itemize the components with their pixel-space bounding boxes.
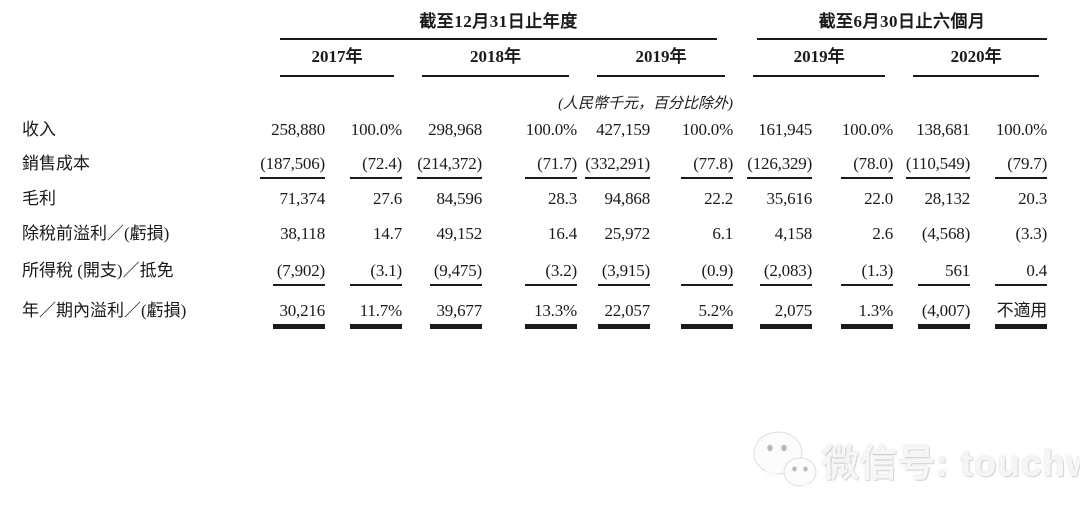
table-cell: 561 xyxy=(918,261,970,286)
table-cell: (187,506) xyxy=(260,154,325,179)
table-cell: 71,374 xyxy=(279,189,325,208)
wechat-icon xyxy=(753,431,817,490)
table-cell: 100.0% xyxy=(525,120,577,139)
period-group-interim: 截至6月30日止六個月 xyxy=(757,7,1048,40)
table-cell: 2,075 xyxy=(760,301,812,329)
row-label-income-tax: 所得稅 (開支)／抵免 xyxy=(22,261,174,280)
table-cell: 2.6 xyxy=(872,224,894,243)
row-label-cost-of-sales: 銷售成本 xyxy=(22,154,90,173)
table-row-profit-before-tax: 除稅前溢利／(虧損) 38,118 14.7 49,152 16.4 25,97… xyxy=(0,210,1047,244)
table-cell: (3.3) xyxy=(1015,224,1048,243)
table-cell: 138,681 xyxy=(916,120,971,139)
year-header-row: 2017年 2018年 2019年 2019年 2020年 xyxy=(0,40,1047,77)
financial-statement-page: 截至12月31日止年度 截至6月30日止六個月 2017年 2018年 2019… xyxy=(0,6,1080,524)
watermark: 微信号: touchweb xyxy=(752,429,1080,491)
table-cell: 84,596 xyxy=(436,189,482,208)
table-cell: 427,159 xyxy=(596,120,650,139)
currency-unit-note: (人民幣千元，百分比除外) xyxy=(558,96,734,112)
table-cell: 0.4 xyxy=(995,261,1047,286)
table-cell: 22,057 xyxy=(598,301,650,329)
table-cell: (4,568) xyxy=(921,224,971,243)
table-cell: 30,216 xyxy=(273,301,325,329)
table-cell: (72.4) xyxy=(350,154,402,179)
row-label-profit-for-period: 年／期內溢利／(虧損) xyxy=(22,301,187,320)
table-cell: 14.7 xyxy=(373,224,402,243)
row-label-gross-profit: 毛利 xyxy=(22,189,56,208)
table-cell: (332,291) xyxy=(585,154,650,179)
table-cell: 20.3 xyxy=(1018,189,1048,208)
row-label-revenue: 收入 xyxy=(22,120,56,139)
table-cell: 258,880 xyxy=(271,120,325,139)
period-group-header-row: 截至12月31日止年度 截至6月30日止六個月 xyxy=(0,6,1048,40)
col-header-2019-interim: 2019年 xyxy=(753,42,886,77)
table-cell: (3,915) xyxy=(598,261,650,286)
table-cell: 38,118 xyxy=(280,224,325,243)
table-cell: (71.7) xyxy=(525,154,577,179)
table-cell: 6.1 xyxy=(712,224,734,243)
table-cell: 100.0% xyxy=(995,120,1048,139)
table-cell: 100.0% xyxy=(841,120,894,139)
table-cell: 27.6 xyxy=(373,189,402,208)
table-cell: 11.7% xyxy=(350,301,402,329)
col-header-2018: 2018年 xyxy=(422,42,569,77)
table-cell: 298,968 xyxy=(428,120,482,139)
table-cell: 16.4 xyxy=(548,224,577,243)
table-cell: (2,083) xyxy=(760,261,812,286)
table-cell: (4,007) xyxy=(918,301,970,329)
table-cell: (7,902) xyxy=(273,261,325,286)
table-cell: 4,158 xyxy=(774,224,813,243)
table-cell: 100.0% xyxy=(350,120,402,139)
col-header-2017: 2017年 xyxy=(280,42,394,77)
table-cell: 28.3 xyxy=(548,189,577,208)
table-cell: (1.3) xyxy=(841,261,893,286)
table-cell: 13.3% xyxy=(525,301,577,329)
table-cell: 1.3% xyxy=(841,301,893,329)
table-row-revenue: 收入 258,880 100.0% 298,968 100.0% 427,159… xyxy=(0,114,1047,140)
table-cell: (3.2) xyxy=(525,261,577,286)
table-cell: 35,616 xyxy=(766,189,813,208)
table-cell: (78.0) xyxy=(841,154,893,179)
table-row-cost-of-sales: 銷售成本 (187,506) (72.4) (214,372) (71.7) (… xyxy=(0,140,1047,179)
table-cell: 49,152 xyxy=(436,224,482,243)
table-cell: 22.2 xyxy=(704,189,734,208)
col-header-2020-interim: 2020年 xyxy=(913,42,1040,77)
table-cell: 不適用 xyxy=(995,296,1047,329)
table-row-gross-profit: 毛利 71,374 27.6 84,596 28.3 94,868 22.2 3… xyxy=(0,175,1047,209)
table-row-income-tax: 所得稅 (開支)／抵免 (7,902) (3.1) (9,475) (3.2) … xyxy=(0,244,1047,286)
table-row-profit-for-period: 年／期內溢利／(虧損) 30,216 11.7% 39,677 13.3% 22… xyxy=(0,282,1047,329)
table-cell: (9,475) xyxy=(430,261,482,286)
watermark-text: 微信号: touchweb xyxy=(822,443,1080,484)
col-header-2019: 2019年 xyxy=(597,42,726,77)
table-cell: (79.7) xyxy=(995,154,1047,179)
table-cell: 100.0% xyxy=(681,120,734,139)
row-label-profit-before-tax: 除稅前溢利／(虧損) xyxy=(22,224,170,243)
table-cell: 94,868 xyxy=(604,189,650,208)
unit-note-row: (人民幣千元，百分比除外) xyxy=(0,77,1047,113)
table-cell: (3.1) xyxy=(350,261,402,286)
table-cell: 39,677 xyxy=(430,301,482,329)
table-cell: 25,972 xyxy=(604,224,650,243)
table-cell: 5.2% xyxy=(681,301,733,329)
table-cell: (126,329) xyxy=(747,154,812,179)
table-cell: 28,132 xyxy=(924,189,971,208)
table-cell: 22.0 xyxy=(864,189,894,208)
table-cell: (214,372) xyxy=(417,154,482,179)
table-cell: (77.8) xyxy=(681,154,733,179)
table-cell: 161,945 xyxy=(758,120,813,139)
period-group-annual: 截至12月31日止年度 xyxy=(280,7,718,40)
table-cell: (110,549) xyxy=(905,154,970,179)
table-cell: (0.9) xyxy=(681,261,733,286)
income-statement-table: 截至12月31日止年度 截至6月30日止六個月 2017年 2018年 2019… xyxy=(0,6,1048,329)
